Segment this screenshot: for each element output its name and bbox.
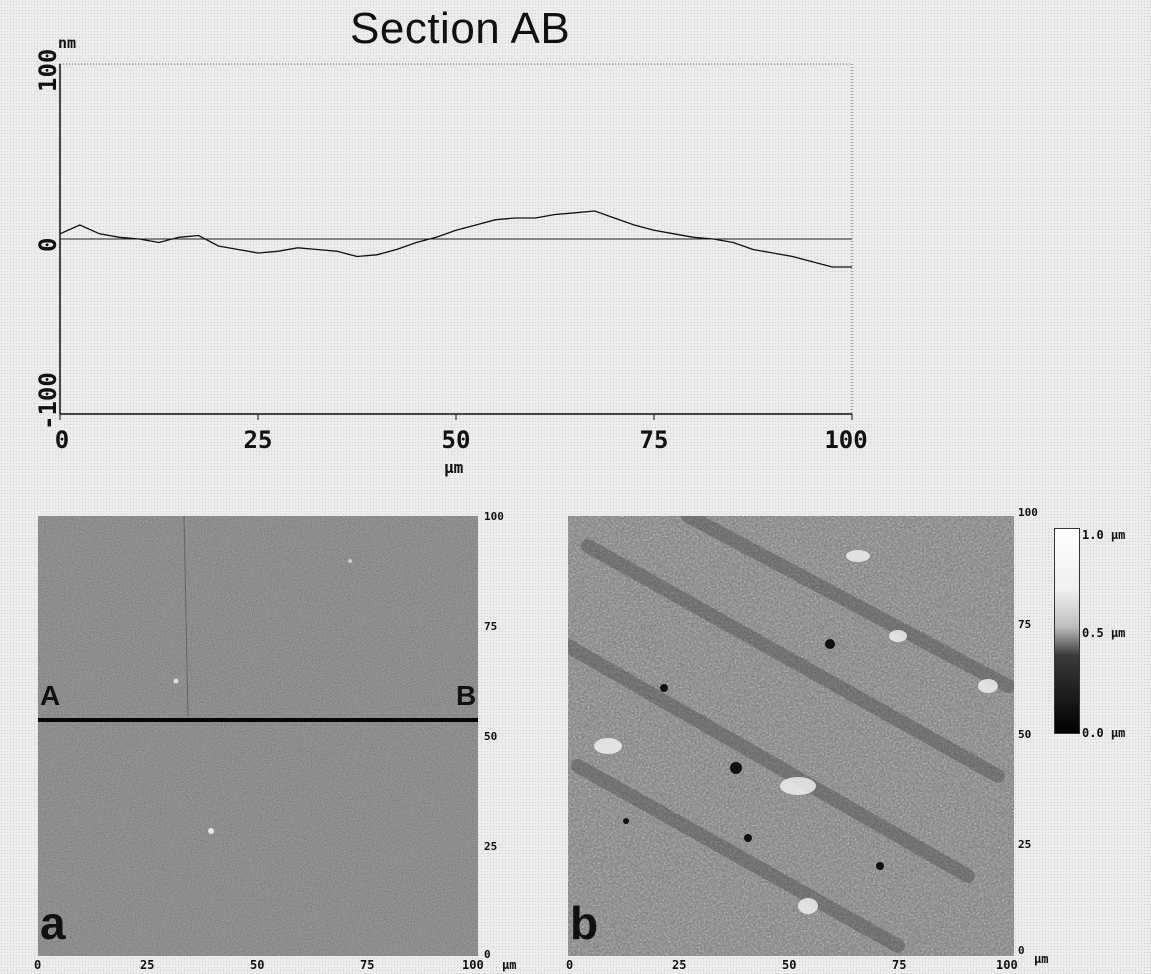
x-tick-label: 100 <box>824 426 868 454</box>
image-a-x-tick: 75 <box>360 958 375 972</box>
x-tick-label: 0 <box>54 426 70 454</box>
color-scale-bar <box>1054 528 1080 734</box>
afm-image-a <box>38 516 478 956</box>
x-tick-label: 25 <box>243 426 273 454</box>
image-b-y-tick: 50 <box>1018 728 1032 741</box>
chart-title: Section AB <box>350 4 571 53</box>
image-a-x-tick: 50 <box>250 958 265 972</box>
x-axis-unit: µm <box>444 458 464 477</box>
image-a-y-tick: 75 <box>484 620 498 633</box>
image-b-y-tick: 100 <box>1018 506 1038 519</box>
image-a-y-tick: 50 <box>484 730 498 743</box>
image-b-x-tick: 0 <box>566 958 574 972</box>
afm-image-b <box>568 516 1014 956</box>
image-a-y-tick: 25 <box>484 840 498 853</box>
color-scale-label-max: 1.0 µm <box>1082 528 1126 542</box>
image-a-x-tick: 25 <box>140 958 155 972</box>
x-tick-label: 75 <box>639 426 669 454</box>
image-a-x-tick: 100 <box>462 958 484 972</box>
image-b-x-tick: 25 <box>672 958 687 972</box>
image-b-x-tick: 100 <box>996 958 1018 972</box>
section-profile-chart <box>59 63 853 420</box>
image-b-y-tick: 0 <box>1018 944 1025 957</box>
image-b-y-tick: 75 <box>1018 618 1032 631</box>
image-a-y-tick: 0 <box>484 948 491 961</box>
image-a-x-tick: 0 <box>34 958 42 972</box>
section-marker-a: A <box>40 680 61 711</box>
panel-label-a: a <box>40 897 66 949</box>
image-b-x-tick: 75 <box>892 958 907 972</box>
image-b-y-tick: 25 <box>1018 838 1032 851</box>
image-a-x-unit: µm <box>502 958 517 972</box>
color-scale-label-mid: 0.5 µm <box>1082 626 1126 640</box>
image-b-x-tick: 50 <box>782 958 797 972</box>
panel-label-b: b <box>570 897 599 949</box>
x-tick-label: 50 <box>441 426 471 454</box>
color-scale-label-min: 0.0 µm <box>1082 726 1126 740</box>
image-b-x-unit: µm <box>1034 952 1049 966</box>
section-marker-b: B <box>456 680 477 711</box>
profile-series-line <box>59 210 852 268</box>
y-axis-unit: nm <box>58 34 77 52</box>
image-a-y-tick: 100 <box>484 510 504 523</box>
